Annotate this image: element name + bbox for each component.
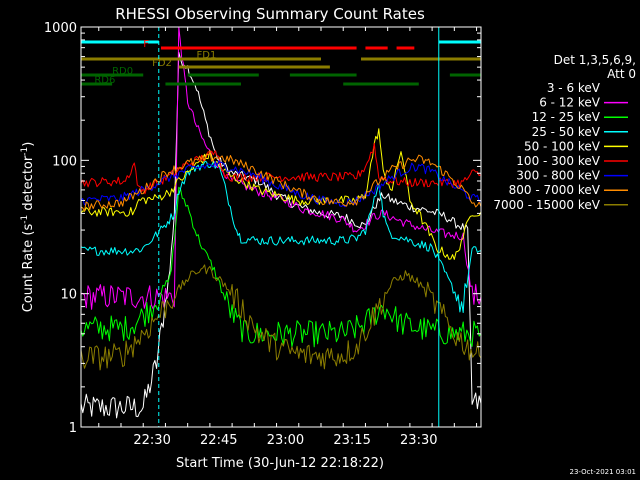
y-axis: 1 10 100 1000 [44,21,481,436]
flag-label-1: F [143,39,149,50]
y-label-exp-1: -1 [20,215,30,224]
y-tick-label-2: 100 [52,154,77,169]
flag-label-2: FD1 [197,50,217,61]
y-label-part-1: Count Rate (s [21,224,36,313]
flag-label-4: RD0 [112,66,133,77]
x-axis-label: Start Time (30-Jun-12 22:18:22) [176,456,384,471]
x-tick-label-4: 23:30 [400,433,437,448]
legend-label-6: 300 - 800 keV [516,169,600,183]
legend-label-2: 12 - 25 keV [532,110,601,124]
x-tick-label-1: 22:45 [200,433,237,448]
y-tick-label-1: 10 [60,288,77,303]
series-line-5 [80,142,482,195]
x-tick-label-0: 22:30 [133,433,170,448]
legend-label-7: 800 - 7000 keV [509,183,601,197]
y-axis-label: Count Rate (s-1 detector-1) [20,142,36,313]
series-line-8 [80,264,482,371]
legend-label-5: 100 - 300 keV [516,154,600,168]
legend-label-3: 25 - 50 keV [532,125,601,139]
y-tick-label-0: 1 [69,421,77,436]
series-line-4 [80,128,482,260]
legend-label-8: 7000 - 15000 keV [493,198,600,212]
series-line-1 [80,26,482,310]
y-label-part-2: detector [21,155,36,215]
y-label-part-3: ) [21,142,36,147]
legend-header-line-2: Att 0 [607,67,636,81]
legend-label-1: 6 - 12 keV [539,96,601,110]
flag-label-5: RD6 [94,75,115,86]
y-tick-label-3: 1000 [44,21,77,36]
legend-label-0: 3 - 6 keV [547,81,601,95]
y-label-exp-2: -1 [20,147,30,156]
series-line-3 [80,160,482,313]
series-layer [80,26,482,419]
footer-timestamp: 23-Oct-2021 03:01 [570,468,636,476]
flag-label-3: FD2 [152,58,172,69]
series-line-0 [80,51,482,419]
series-line-7 [80,152,482,212]
x-tick-label-2: 23:00 [267,433,304,448]
x-axis: 22:30 22:45 23:00 23:15 23:30 [98,27,478,448]
x-tick-label-3: 23:15 [333,433,370,448]
plot-frame [80,26,482,428]
legend-header-line-1: Det 1,3,5,6,9, [554,53,636,67]
series-line-2 [80,186,482,348]
chart-title: RHESSI Observing Summary Count Rates [115,5,425,23]
legend-label-4: 50 - 100 keV [524,139,601,153]
